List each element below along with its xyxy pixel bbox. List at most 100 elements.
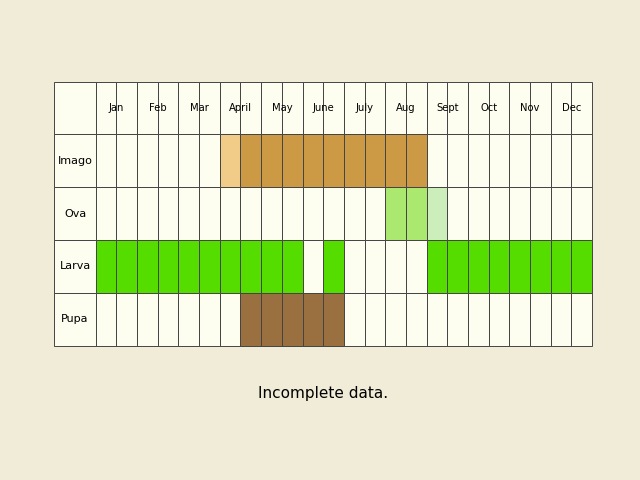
Bar	[427, 134, 447, 187]
Bar	[303, 82, 323, 134]
Bar	[303, 187, 323, 240]
Text: Mar: Mar	[189, 103, 209, 113]
Bar	[241, 82, 261, 134]
Text: Sept: Sept	[436, 103, 458, 113]
Bar	[447, 134, 468, 187]
Bar	[179, 82, 199, 134]
Bar	[509, 187, 530, 240]
Text: Oct: Oct	[480, 103, 497, 113]
Bar	[427, 240, 447, 293]
Text: Imago: Imago	[58, 156, 93, 166]
Bar	[344, 82, 365, 134]
Bar	[199, 240, 220, 293]
Bar	[137, 187, 158, 240]
Bar	[261, 187, 282, 240]
Bar	[385, 240, 406, 293]
Text: Nov: Nov	[520, 103, 540, 113]
Text: Aug: Aug	[396, 103, 416, 113]
Bar	[344, 187, 365, 240]
Bar	[220, 240, 241, 293]
Bar	[344, 240, 365, 293]
Bar	[572, 293, 592, 346]
Bar	[406, 293, 427, 346]
Bar	[116, 293, 137, 346]
Bar	[572, 82, 592, 134]
Bar	[572, 134, 592, 187]
Bar	[158, 82, 179, 134]
Bar	[365, 293, 385, 346]
Bar	[468, 240, 488, 293]
Bar	[323, 240, 344, 293]
Bar	[365, 187, 385, 240]
Bar	[96, 187, 116, 240]
Bar	[96, 293, 116, 346]
Bar	[323, 187, 344, 240]
Bar	[427, 293, 447, 346]
Bar	[96, 134, 116, 187]
Bar	[220, 134, 241, 187]
Bar	[530, 82, 550, 134]
Bar	[54, 240, 96, 293]
Bar	[179, 240, 199, 293]
Bar	[385, 293, 406, 346]
Bar	[447, 187, 468, 240]
Bar	[241, 134, 261, 187]
Bar	[468, 134, 488, 187]
Text: May: May	[271, 103, 292, 113]
Bar	[550, 187, 572, 240]
Bar	[199, 293, 220, 346]
Text: Dec: Dec	[562, 103, 581, 113]
Bar	[282, 293, 303, 346]
Bar	[406, 187, 427, 240]
Bar	[116, 187, 137, 240]
Bar	[385, 134, 406, 187]
Bar	[199, 187, 220, 240]
Text: Feb: Feb	[149, 103, 166, 113]
Bar	[406, 134, 427, 187]
Bar	[323, 134, 344, 187]
Bar	[427, 187, 447, 240]
Bar	[241, 293, 261, 346]
Bar	[447, 82, 468, 134]
Bar	[179, 134, 199, 187]
Bar	[96, 240, 116, 293]
Bar	[303, 240, 323, 293]
Bar	[54, 134, 96, 187]
Bar	[158, 187, 179, 240]
Bar	[365, 240, 385, 293]
Bar	[116, 82, 137, 134]
Bar	[406, 82, 427, 134]
Bar	[488, 82, 509, 134]
Bar	[323, 82, 344, 134]
Bar	[572, 187, 592, 240]
Bar	[241, 187, 261, 240]
Bar	[220, 82, 241, 134]
Bar	[488, 293, 509, 346]
Bar	[427, 82, 447, 134]
Bar	[509, 240, 530, 293]
Bar	[303, 134, 323, 187]
Bar	[406, 240, 427, 293]
Bar	[550, 82, 572, 134]
Bar	[468, 293, 488, 346]
Bar	[54, 293, 96, 346]
Bar	[488, 134, 509, 187]
Bar	[54, 82, 96, 134]
Bar	[447, 293, 468, 346]
Text: April: April	[229, 103, 252, 113]
Bar	[137, 134, 158, 187]
Bar	[530, 293, 550, 346]
Bar	[261, 240, 282, 293]
Bar	[116, 134, 137, 187]
Bar	[468, 187, 488, 240]
Bar	[282, 134, 303, 187]
Bar	[344, 134, 365, 187]
Bar	[137, 240, 158, 293]
Bar	[303, 293, 323, 346]
Bar	[488, 187, 509, 240]
Bar	[158, 134, 179, 187]
Bar	[199, 82, 220, 134]
Bar	[550, 293, 572, 346]
Bar	[385, 187, 406, 240]
Text: Larva: Larva	[60, 262, 91, 271]
